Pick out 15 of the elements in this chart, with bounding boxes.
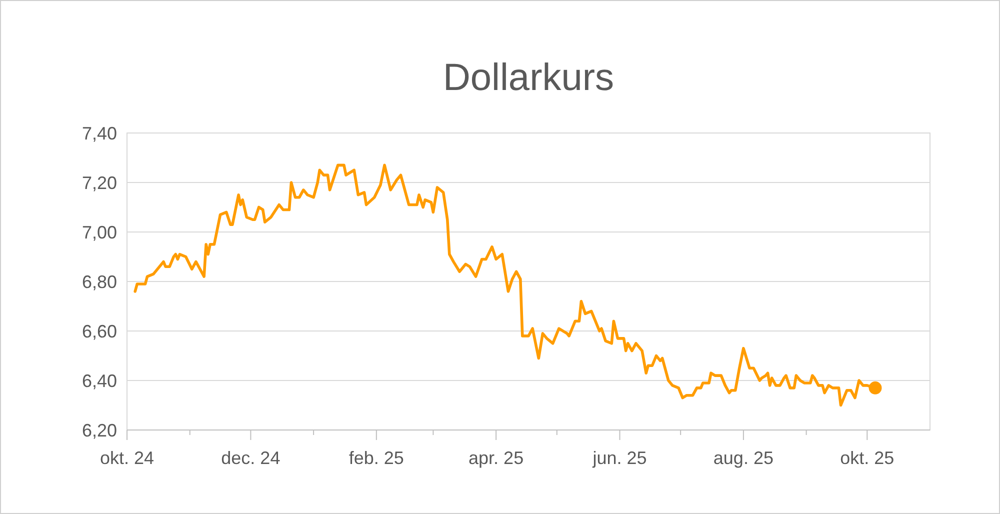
y-tick-label: 6,60: [82, 321, 117, 342]
chart-title: Dollarkurs: [442, 57, 614, 99]
y-tick-label: 7,40: [82, 123, 117, 144]
x-tick-label: feb. 25: [348, 448, 404, 468]
x-tick-label: dec. 24: [221, 448, 280, 468]
x-tick-label: okt. 25: [840, 448, 894, 468]
y-tick-label: 7,20: [82, 172, 117, 193]
y-tick-label: 6,40: [82, 370, 117, 391]
x-tick-label: apr. 25: [468, 448, 524, 468]
x-tick-label: okt. 24: [100, 448, 154, 468]
y-tick-label: 6,80: [82, 272, 117, 292]
x-tick-label: aug. 25: [713, 448, 774, 468]
y-tick-label: 6,20: [82, 420, 117, 440]
y-tick-label: 7,00: [82, 222, 117, 242]
x-tick-label: jun. 25: [592, 448, 647, 468]
